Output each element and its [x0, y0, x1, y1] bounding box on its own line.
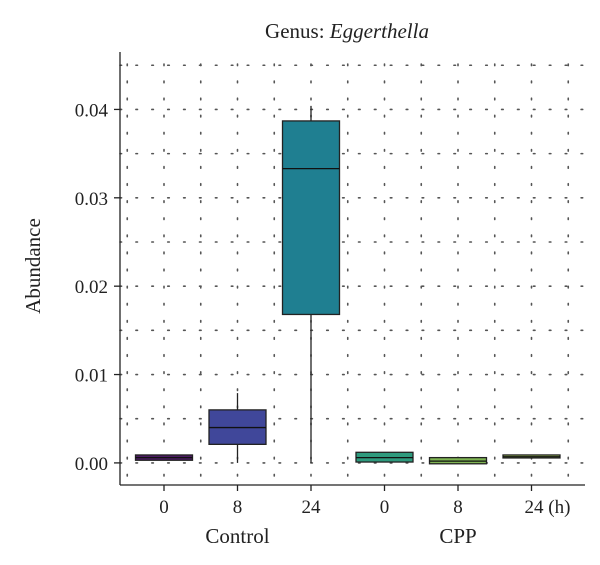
- y-axis-title: Abundance: [21, 218, 45, 314]
- y-tick-label: 0.00: [75, 454, 108, 475]
- group-label-cpp: CPP: [439, 524, 476, 548]
- x-tick-label: 8: [453, 497, 463, 518]
- chart-title: Genus: Eggerthella: [265, 19, 429, 43]
- axes: [114, 52, 585, 491]
- y-tick-label: 0.02: [75, 277, 108, 298]
- y-tick-label: 0.04: [75, 100, 109, 121]
- labels: 0.00 0.01 0.02 0.03 0.04 0 8 24 0 8 24 (h) Control C…: [75, 100, 571, 548]
- x-tick-label: 0: [380, 497, 390, 518]
- title-prefix: Genus:: [265, 19, 330, 43]
- x-tick-label: 24 (h): [525, 497, 571, 518]
- boxes: [134, 105, 561, 465]
- title-genus: Eggerthella: [329, 19, 429, 43]
- grid: [119, 63, 586, 486]
- y-tick-label: 0.01: [75, 366, 108, 387]
- x-tick-label: 0: [159, 497, 169, 518]
- y-tick-label: 0.03: [75, 189, 108, 210]
- group-label-control: Control: [205, 524, 269, 548]
- x-tick-label: 24: [302, 497, 322, 518]
- x-tick-label: 8: [233, 497, 243, 518]
- box-control-24: [281, 120, 341, 316]
